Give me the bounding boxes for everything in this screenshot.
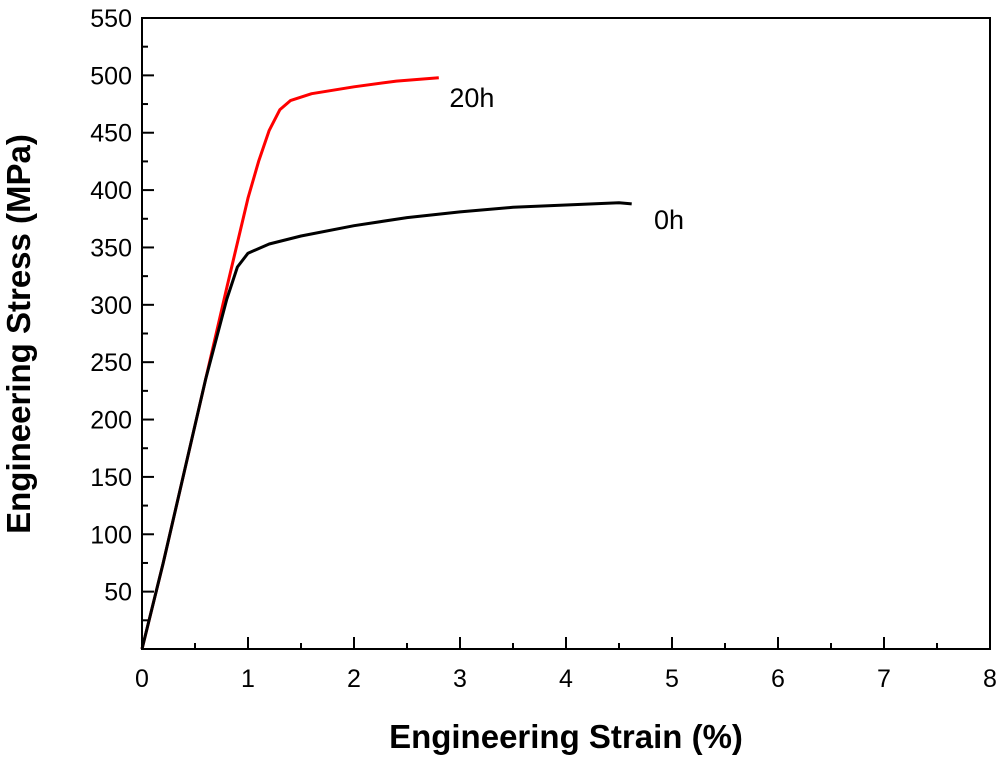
curve-label: 20h	[449, 83, 494, 113]
y-tick-label: 500	[90, 62, 132, 90]
series-line-0h	[140, 201, 632, 650]
y-tick-label: 100	[90, 521, 132, 549]
x-tick-label: 2	[347, 665, 361, 693]
x-tick-label: 8	[983, 665, 997, 693]
y-tick-label: 200	[90, 407, 132, 435]
plot-frame	[141, 17, 991, 650]
x-tick-label: 1	[241, 665, 255, 693]
y-axis-label: Engineering Stress (MPa)	[0, 134, 37, 534]
y-tick-label: 450	[90, 120, 132, 148]
y-tick-label: 50	[104, 579, 132, 607]
y-tick-label: 400	[90, 177, 132, 205]
curve-label: 0h	[654, 205, 684, 235]
x-tick-label: 4	[559, 665, 573, 693]
y-tick-label: 150	[90, 464, 132, 492]
series-line-20h	[140, 76, 439, 650]
x-tick-label: 6	[771, 665, 785, 693]
x-tick-label: 5	[665, 665, 679, 693]
x-tick-label: 7	[877, 665, 891, 693]
x-axis-label: Engineering Strain (%)	[389, 718, 743, 755]
y-tick-label: 300	[90, 292, 132, 320]
y-tick-label: 550	[90, 5, 132, 33]
y-tick-label: 350	[90, 234, 132, 262]
x-tick-label: 0	[135, 665, 149, 693]
x-tick-label: 3	[453, 665, 467, 693]
y-tick-label: 250	[90, 349, 132, 377]
